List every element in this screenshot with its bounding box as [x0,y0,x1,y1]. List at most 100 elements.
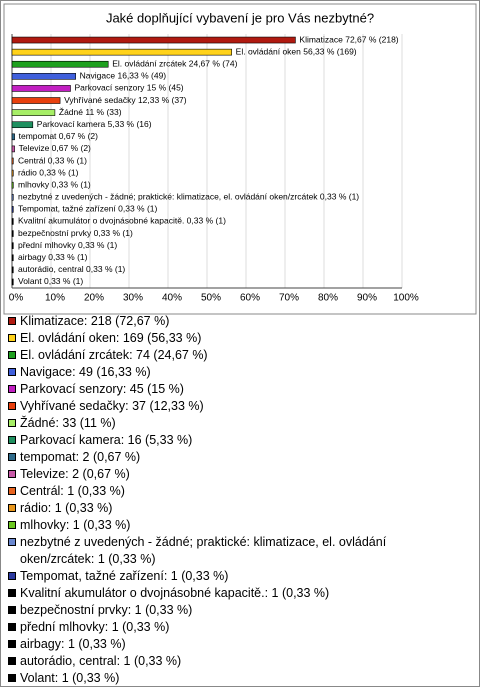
legend-label: El. ovládání oken: 169 (56,33 %) [20,331,202,345]
bar-label: Klimatizace 72,67 % (218) [299,34,398,44]
bar-label: Vyhřívané sedačky 12,33 % (37) [64,95,187,105]
chart-border [3,3,477,315]
legend-swatch [8,317,16,325]
bar [11,169,14,177]
legend-item: mlhovky: 1 (0,33 %) [8,517,448,534]
legend-swatch [8,402,16,410]
legend-item: autorádio, central: 1 (0,33 %) [8,653,448,670]
bar-label: Navigace 16,33 % (49) [80,71,167,81]
legend-item: tempomat: 2 (0,67 %) [8,449,448,466]
legend-swatch [8,436,16,444]
legend-item: Parkovací senzory: 45 (15 %) [8,381,448,398]
bar [11,48,232,56]
bar [11,242,14,249]
legend-swatch [8,674,16,682]
bar-label: autorádio, central 0,33 % (1) [18,264,125,274]
bar [11,36,296,44]
chart-title: Jaké doplňující vybavení je pro Vás nezb… [106,10,374,25]
bar [11,133,15,141]
legend-swatch [8,470,16,478]
legend-item: rádio: 1 (0,33 %) [8,500,448,517]
legend-label: mlhovky: 1 (0,33 %) [20,518,131,532]
legend: Klimatizace: 218 (72,67 %) El. ovládání o… [8,313,448,687]
legend-label: bezpečnostní prvky: 1 (0,33 %) [20,603,193,617]
bar [11,230,14,237]
bar [11,218,14,225]
legend-swatch [8,504,16,512]
legend-label: Parkovací kamera: 16 (5,33 %) [20,433,193,447]
legend-item: přední mlhovky: 1 (0,33 %) [8,619,448,636]
bar [11,85,71,92]
bar-label: tempomat 0,67 % (2) [19,131,99,141]
legend-item: El. ovládání oken: 169 (56,33 %) [8,330,448,347]
legend-item: Kvalitní akumulátor o dvojnásobné kapaci… [8,585,448,602]
x-tick-label: 20% [84,293,104,304]
bar [11,121,34,129]
bar-label: Žádné 11 % (33) [59,107,122,117]
bar-label: Centrál 0,33 % (1) [18,155,87,165]
bar-label: bezpečnostní prvky 0,33 % (1) [18,228,133,238]
bar-label: nezbytné z uvedených - žádné; praktické:… [18,192,359,202]
x-tick-label: 10% [45,293,65,304]
legend-label: Vyhřívané sedačky: 37 (12,33 %) [20,399,204,413]
legend-label: Kvalitní akumulátor o dvojnásobné kapaci… [20,586,330,600]
legend-label: přední mlhovky: 1 (0,33 %) [20,620,170,634]
legend-item: Volant: 1 (0,33 %) [8,670,448,687]
legend-item: Žádné: 33 (11 %) [8,415,448,432]
legend-label: airbagy: 1 (0,33 %) [20,637,126,651]
legend-label: nezbytné z uvedených - žádné; praktické:… [20,535,387,566]
legend-label: Volant: 1 (0,33 %) [20,671,120,685]
bar [11,266,14,274]
legend-swatch [8,623,16,631]
x-tick-label: 100% [393,293,419,304]
bar-label: El. ovládání oken 56,33 % (169) [236,46,357,56]
legend-label: Navigace: 49 (16,33 %) [20,365,151,379]
bar [11,254,14,262]
legend-swatch [8,572,16,580]
legend-item: El. ovládání zrcátek: 74 (24,67 %) [8,347,448,364]
legend-swatch [8,487,16,495]
bar-label: rádio 0,33 % (1) [18,167,79,177]
bar [11,278,14,286]
bar-label: Tempomat, tažné zařízení 0,33 % (1) [18,204,158,214]
bar [11,60,109,68]
legend-swatch [8,419,16,427]
bar [11,109,56,116]
legend-swatch [8,368,16,376]
bar-label: Parkovací senzory 15 % (45) [75,83,184,93]
x-tick-label: 80% [318,293,338,304]
legend-swatch [8,538,16,546]
legend-item: Televize: 2 (0,67 %) [8,466,448,483]
bar [11,206,14,213]
legend-label: Tempomat, tažné zařízení: 1 (0,33 %) [20,569,229,583]
legend-swatch [8,521,16,529]
bar-label: Parkovací kamera 5,33 % (16) [37,119,152,129]
bar [11,181,14,189]
legend-label: tempomat: 2 (0,67 %) [20,450,141,464]
legend-item: Centrál: 1 (0,33 %) [8,483,448,500]
legend-label: Televize: 2 (0,67 %) [20,467,130,481]
legend-item: airbagy: 1 (0,33 %) [8,636,448,653]
legend-item: bezpečnostní prvky: 1 (0,33 %) [8,602,448,619]
x-tick-label: 50% [201,293,221,304]
x-tick-label: 60% [240,293,260,304]
bar [11,157,14,165]
legend-swatch [8,606,16,614]
bar-label: airbagy 0,33 % (1) [18,252,88,262]
bar [11,73,76,80]
bar-label: Televize 0,67 % (2) [19,143,91,153]
bar [11,97,61,104]
legend-swatch [8,589,16,597]
legend-swatch [8,640,16,648]
legend-label: Klimatizace: 218 (72,67 %) [20,314,170,328]
bar-label: El. ovládání zrcátek 24,67 % (74) [112,58,237,68]
bar-label: mlhovky 0,33 % (1) [18,179,91,189]
legend-item: Parkovací kamera: 16 (5,33 %) [8,432,448,449]
legend-label: rádio: 1 (0,33 %) [20,501,113,515]
x-tick-label: 70% [279,293,299,304]
bar-label: Volant 0,33 % (1) [18,276,83,286]
legend-item: Tempomat, tažné zařízení: 1 (0,33 %) [8,568,448,585]
legend-swatch [8,453,16,461]
legend-label: autorádio, central: 1 (0,33 %) [20,654,182,668]
